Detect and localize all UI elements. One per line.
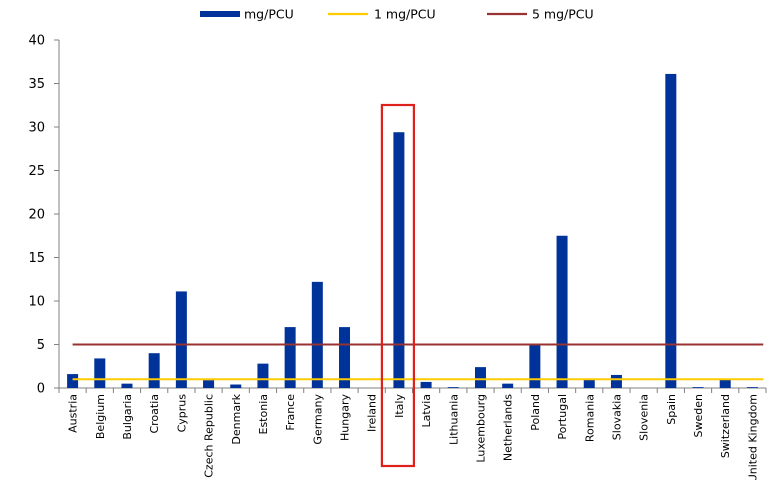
x-tick-label-hungary: Hungary [339,394,352,441]
bar-poland [529,344,541,388]
x-tick-label-bulgaria: Bulgaria [121,394,134,440]
bar-austria [67,374,79,388]
x-tick-label-lithuania: Lithuania [447,394,460,445]
x-tick-label-sweden: Sweden [692,394,705,437]
bar-sweden [692,387,704,388]
x-axis: Austria Belgium Bulgaria Croatia Cyprus Czech… [58,387,767,480]
bar-netherlands [502,383,514,388]
y-tick-label: 0 [37,382,45,397]
legend-label-1-mg-pcu: 1 mg/PCU [374,7,436,22]
bar-united-kingdom [746,387,758,388]
highlight-rect-italy [380,103,416,468]
x-tick-label-luxembourg: Luxembourg [474,394,487,463]
bar-series-mg-pcu [67,73,758,389]
y-tick-label: 5 [37,338,45,353]
bar-portugal [556,235,568,388]
legend-label-5-mg-pcu: 5 mg/PCU [532,7,594,22]
bar-romania [583,379,595,388]
y-tick-label: 40 [28,34,45,49]
bar-hungary [339,327,351,388]
x-tick-label-portugal: Portugal [556,394,569,440]
x-tick-label-slovenia: Slovenia [638,394,651,441]
x-tick-label-denmark: Denmark [230,393,243,444]
x-tick-label-slovakia: Slovakia [610,394,623,440]
bar-belgium [94,358,106,388]
y-tick-label: 30 [28,121,45,136]
x-tick-label-ireland: Ireland [366,394,379,432]
highlight-box [380,103,416,468]
bar-france [284,327,296,388]
x-tick-label-france: France [284,394,297,431]
legend-label-mg-pcu: mg/PCU [244,7,294,22]
y-tick-label: 10 [28,295,45,310]
y-tick-label: 35 [28,77,45,92]
x-tick-label-austria: Austria [67,394,80,433]
bar-bulgaria [121,383,133,388]
x-tick-label-latvia: Latvia [420,394,433,428]
bar-germany [311,281,323,388]
bar-switzerland [719,379,731,388]
bar-lithuania [447,387,459,388]
bar-italy [393,132,405,388]
x-tick-label-cyprus: Cyprus [175,394,188,433]
bar-czech-republic [203,380,215,388]
bar-estonia [257,363,269,388]
x-tick-label-czech-republic: Czech Republic [203,394,216,478]
x-tick-label-germany: Germany [311,394,324,445]
legend: mg/PCU 1 mg/PCU 5 mg/PCU [200,7,594,22]
x-tick-label-netherlands: Netherlands [502,394,515,461]
x-tick-label-croatia: Croatia [148,394,161,434]
x-tick-label-belgium: Belgium [94,394,107,439]
x-tick-label-spain: Spain [665,394,678,425]
bar-cyprus [175,291,187,388]
y-tick-label: 20 [28,208,45,223]
bar-latvia [420,381,432,388]
x-tick-label-italy: Italy [393,394,406,418]
x-tick-label-united-kingdom: United Kingdom [746,394,759,480]
y-tick-label: 15 [28,251,45,266]
y-tick-label: 25 [28,164,45,179]
bar-luxembourg [474,367,486,388]
x-tick-label-switzerland: Switzerland [719,394,732,458]
bar-spain [665,73,677,389]
bar-croatia [148,353,160,388]
x-tick-label-romania: Romania [583,394,596,442]
x-tick-label-estonia: Estonia [257,394,270,435]
bar-denmark [230,384,242,388]
reference-lines [72,343,764,381]
bar-slovakia [610,374,622,388]
x-tick-label-poland: Poland [529,394,542,431]
y-axis: 0 5 10 15 20 25 30 35 40 [28,34,60,397]
